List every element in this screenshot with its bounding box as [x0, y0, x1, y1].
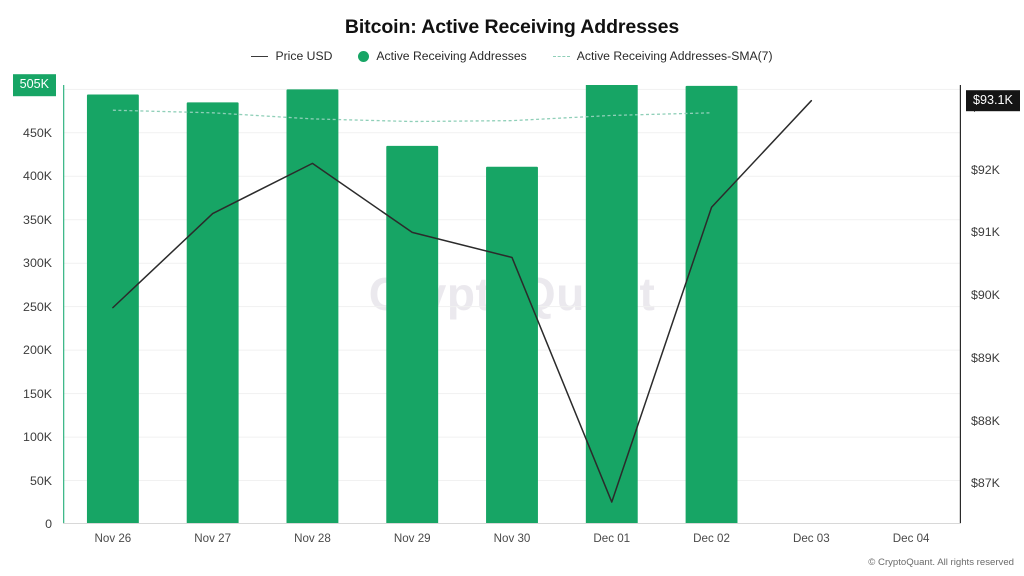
left-axis-current-value-badge: 505K	[12, 74, 56, 96]
x-axis: Nov 26 Nov 27 Nov 28 Nov 29 Nov 30 Dec 01 Dec …	[63, 532, 961, 552]
y-axis-left: 500K450K400K350K300K250K200K150K100K50K0…	[0, 0, 58, 576]
legend-item-active-receiving-addresses-sma[interactable]: Active Receiving Addresses-SMA(7)	[552, 49, 773, 63]
y-axis-left-tick: 200K	[23, 343, 52, 358]
y-axis-right-tick: $91K	[971, 225, 1000, 240]
x-axis-tick-label: Nov 28	[294, 532, 331, 545]
right-axis-current-value-badge: $93.1K	[966, 89, 1020, 112]
line-icon	[251, 55, 269, 57]
price-line	[112, 99, 813, 503]
copyright-notice: © CryptoQuant. All rights reserved	[868, 557, 1014, 568]
x-axis-tick-label: Dec 03	[792, 532, 830, 545]
y-axis-left-tick: 250K	[23, 299, 52, 314]
x-axis-tick-label: Dec 04	[892, 532, 930, 545]
page-title: Bitcoin: Active Receiving Addresses	[344, 16, 680, 38]
chart-legend: Price USD Active Receiving Addresses Act…	[0, 49, 1024, 63]
bar[interactable]	[286, 89, 339, 524]
plot-area: CryptoQuant	[63, 85, 961, 524]
y-axis-left-tick: 300K	[23, 256, 52, 271]
bar[interactable]	[386, 145, 439, 524]
x-axis-tick-label: Nov 27	[194, 532, 232, 545]
y-axis-right-tick: $90K	[971, 288, 1000, 303]
x-axis-tick-label: Nov 26	[94, 532, 132, 545]
sma-line	[112, 109, 712, 123]
y-axis-left-tick: 150K	[23, 386, 52, 401]
y-axis-right-tick: $89K	[971, 350, 1000, 365]
legend-label: Active Receiving Addresses	[376, 49, 527, 63]
y-axis-left-tick: 0	[45, 517, 52, 531]
y-axis-left-tick: 450K	[23, 125, 52, 140]
bar[interactable]	[585, 85, 638, 524]
legend-label: Active Receiving Addresses-SMA(7)	[576, 49, 773, 63]
bar[interactable]	[486, 166, 538, 524]
dashed-line-icon	[552, 55, 570, 57]
y-axis-left-tick: 50K	[29, 473, 52, 488]
y-axis-right: $93K$92K$91K$90K$89K$88K$87K$93.1K	[962, 0, 1024, 576]
legend-item-price-usd[interactable]: Price USD	[251, 49, 332, 63]
y-axis-right-tick: $92K	[971, 162, 1000, 177]
bar[interactable]	[685, 85, 738, 524]
x-axis-tick-label: Nov 30	[493, 532, 531, 545]
y-axis-right-tick: $87K	[971, 476, 1000, 491]
legend-label: Price USD	[275, 49, 333, 63]
x-axis-tick-label: Nov 29	[393, 532, 431, 545]
bar[interactable]	[186, 102, 239, 524]
y-axis-left-tick: 100K	[23, 430, 52, 445]
chart-canvas	[63, 85, 961, 524]
y-axis-right-tick: $88K	[971, 413, 1000, 428]
y-axis-left-tick: 350K	[23, 212, 52, 227]
y-axis-left-tick: 400K	[23, 169, 52, 184]
circle-icon	[358, 50, 370, 62]
bar[interactable]	[86, 94, 139, 524]
x-axis-tick-label: Dec 02	[693, 532, 730, 545]
x-axis-tick-label: Dec 01	[593, 532, 631, 545]
legend-item-active-receiving-addresses[interactable]: Active Receiving Addresses	[358, 49, 527, 63]
